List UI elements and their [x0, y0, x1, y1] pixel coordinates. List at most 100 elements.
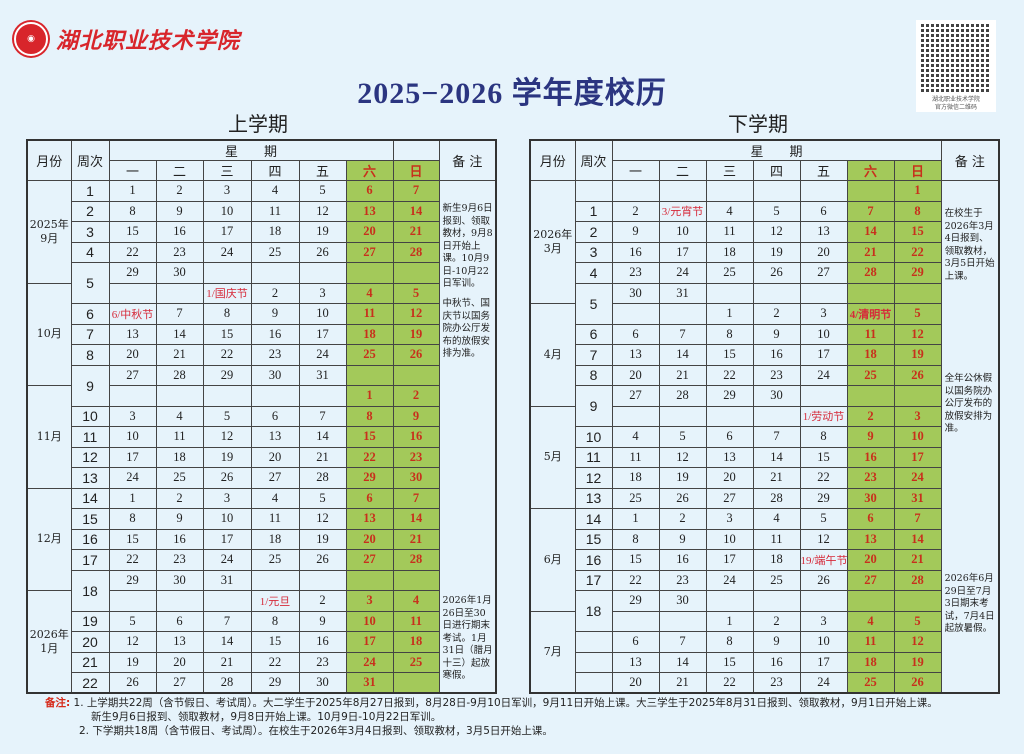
day-cell: 20: [345, 221, 394, 243]
day-cell: 16: [298, 631, 347, 653]
day-cell: [392, 672, 440, 694]
day-cell: 17: [108, 446, 157, 468]
day-cell: [799, 590, 848, 612]
day-cell: 10: [705, 528, 754, 550]
weekday-header: 五: [799, 160, 848, 181]
day-cell: 29: [108, 262, 157, 284]
week-number: 1: [70, 180, 110, 202]
week-number: 14: [70, 487, 110, 509]
day-cell: 28: [846, 262, 895, 284]
week-number: [574, 651, 613, 673]
day-cell: 17: [799, 651, 848, 673]
day-cell: 27: [250, 467, 300, 489]
day-cell: 17: [658, 241, 707, 263]
notes-cell: 新生9月6日报到、领取教材，9月8日开始上课。10月9日-10月22日军训。 中秋…: [438, 180, 497, 694]
week-number: 10: [70, 405, 110, 427]
day-cell: [392, 569, 440, 591]
holiday-cell: 4/清明节: [846, 303, 895, 325]
week-number: 16: [574, 549, 613, 571]
table-row: 8 20 21 22 23 24 25 26: [27, 344, 496, 366]
day-cell: 24: [799, 364, 848, 386]
note-text: 2026年6月29日至7月3日期末考试，7月4日起放暑假。: [944, 573, 995, 634]
day-cell: 20: [799, 241, 848, 263]
table-row: 7 13 14 15 16 17 18 19: [530, 344, 999, 366]
day-cell: [298, 569, 347, 591]
weekday-header: 日: [893, 160, 942, 181]
day-cell: 19: [202, 446, 252, 468]
month-cell: 11月: [26, 385, 72, 489]
day-cell: 27: [705, 487, 754, 509]
day-cell: [846, 590, 895, 612]
table-row: 6 6/中秋节 7 8 9 10 11 12: [27, 303, 496, 325]
day-cell: 6: [250, 405, 300, 427]
table-row: 16 15 16 17 18 19/端午节 20 21: [530, 549, 999, 571]
table-row: 7 13 14 15 16 17 18 19: [27, 323, 496, 345]
note-text: 全年公休假以国务院办公厅发布的放假安排为准。: [944, 373, 993, 434]
week-number: 3: [574, 241, 613, 263]
day-cell: 8: [202, 303, 252, 325]
week-number: 9: [574, 385, 613, 427]
table-row: 2 9 10 11 12 13 14 15: [530, 221, 999, 243]
footer-label: 备注:: [45, 697, 71, 709]
week-number: 6: [70, 303, 110, 325]
note-text: 2026年1月26日至30日进行期末考试。1月31日（腊月十三）起放寒假。: [442, 595, 493, 681]
day-cell: [108, 282, 157, 304]
table-row: 21 19 20 21 22 23 24 25: [27, 651, 496, 673]
day-cell: [202, 385, 252, 407]
day-cell: 2: [752, 610, 801, 632]
day-cell: 6: [345, 487, 394, 509]
week-number: 11: [70, 426, 110, 448]
day-cell: 21: [155, 344, 204, 366]
day-cell: 27: [846, 569, 895, 591]
day-cell: 12: [298, 508, 347, 530]
day-cell: 7: [392, 180, 440, 202]
week-number: 2: [574, 221, 613, 243]
calendar-table-second-semester: 月份 周次星 期备 注一二三四五六日 2026年 3月 1 在校生于2026年3月4日报…: [529, 139, 1001, 694]
day-cell: [202, 262, 252, 284]
month-cell: 2026年 3月: [529, 180, 576, 304]
day-cell: [752, 405, 801, 427]
day-cell: 13: [345, 200, 394, 222]
month-cell: 7月: [529, 610, 576, 694]
day-cell: 8: [108, 200, 157, 222]
column-month: 月份: [26, 139, 72, 181]
weekday-header: 一: [108, 160, 157, 181]
day-cell: 29: [705, 385, 754, 407]
day-cell: [752, 282, 801, 304]
day-cell: 12: [392, 303, 440, 325]
weekday-header: 三: [705, 160, 754, 181]
day-cell: [155, 590, 204, 612]
day-cell: [611, 405, 660, 427]
day-cell: 5: [658, 426, 707, 448]
day-cell: 27: [155, 672, 204, 694]
day-cell: 26: [298, 549, 347, 571]
day-cell: 23: [752, 672, 801, 694]
day-cell: 28: [202, 672, 252, 694]
day-cell: 9: [298, 610, 347, 632]
day-cell: [345, 569, 394, 591]
day-cell: 23: [846, 467, 895, 489]
day-cell: 18: [345, 323, 394, 345]
day-cell: 15: [705, 344, 754, 366]
day-cell: 18: [250, 528, 300, 550]
table-row: 17 22 23 24 25 26 27 28: [27, 549, 496, 571]
day-cell: [799, 282, 848, 304]
day-cell: 17: [202, 221, 252, 243]
day-cell: 20: [345, 528, 394, 550]
header-row: 月份 周次星 期备 注: [529, 139, 1000, 181]
day-cell: 4: [752, 508, 801, 530]
day-cell: 23: [155, 549, 204, 571]
day-cell: 7: [202, 610, 252, 632]
day-cell: 11: [846, 323, 895, 345]
day-cell: 17: [893, 446, 942, 468]
table-row: 4月 1 2 3 4/清明节 5: [529, 303, 999, 407]
day-cell: 5: [298, 487, 347, 509]
holiday-cell: 3/元宵节: [658, 200, 707, 222]
calendar-table-first-semester: 月份 周次星 期备 注一二三四五六日 2025年 9月 1 1 2 3 4 5 6 7 新生9月6日报…: [26, 139, 498, 694]
month-cell: 10月: [26, 282, 72, 386]
day-cell: 15: [799, 446, 848, 468]
school-seal-icon: ◉: [14, 22, 48, 56]
week-number: 10: [574, 426, 613, 448]
month-cell: 2025年 9月: [26, 180, 72, 284]
day-cell: 31: [893, 487, 942, 509]
